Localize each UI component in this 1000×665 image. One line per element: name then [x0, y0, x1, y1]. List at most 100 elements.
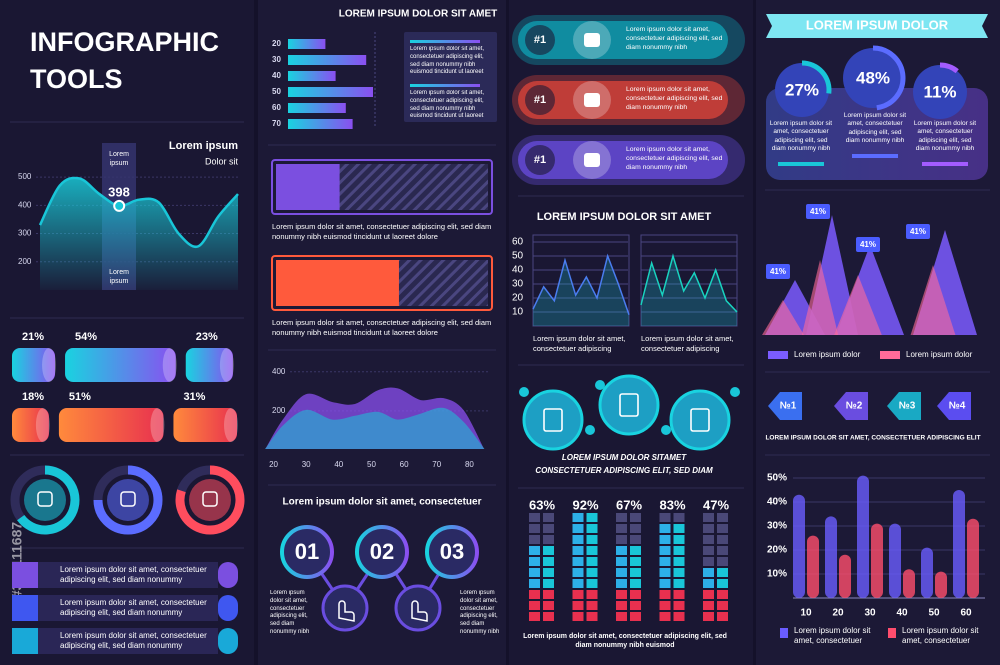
bar	[288, 119, 353, 129]
bar	[288, 103, 346, 113]
meter-cell	[659, 579, 671, 588]
highlight-point	[113, 199, 126, 212]
list-end	[218, 562, 238, 588]
rank-label: #1	[534, 154, 546, 166]
x-tick-label: 20	[269, 460, 278, 469]
meter-cell	[529, 557, 540, 566]
rank-pill-inner	[518, 21, 728, 59]
chart-subtitle: Dolor sit	[205, 156, 239, 166]
bar	[288, 71, 336, 81]
meter-cell	[616, 590, 627, 599]
wave-area	[264, 407, 485, 450]
text-box: Lorem ipsum dolor sit amet, consectetuer…	[460, 590, 499, 635]
list-end	[218, 595, 238, 621]
legend-swatch	[780, 628, 788, 638]
legend-label: Lorem ipsum dolor	[794, 350, 861, 359]
highlight-label: Lorem ipsum	[109, 151, 129, 168]
gauge-arc	[93, 465, 163, 535]
list-text: Lorem ipsum dolor sit amet, consectetuer…	[60, 598, 207, 618]
value-label: 23%	[196, 331, 218, 343]
caption: LOREM IPSUM DOLOR SIT AMET, CONSECTETUER…	[765, 435, 980, 442]
annotation-box	[856, 237, 880, 252]
gauge-arc	[175, 465, 245, 535]
meter-cell	[586, 579, 598, 588]
title: INFOGRAPHIC	[30, 27, 219, 57]
text-box: Lorem ipsum dolor sit amet, consectetuer…	[60, 565, 207, 584]
circle-core	[775, 63, 829, 117]
annotation: 41%	[910, 227, 926, 236]
dot	[595, 380, 605, 390]
meter	[659, 513, 685, 621]
rank-icon-shape	[584, 93, 600, 107]
cylinder-end	[162, 348, 177, 382]
meter-cell	[529, 601, 540, 610]
value-label: 27%	[785, 80, 819, 99]
y-tick-label: 400	[18, 200, 32, 209]
line-area	[533, 256, 629, 326]
note-text: Lorem ipsum dolor sit amet, consectetuer…	[410, 90, 485, 120]
meter-cell	[659, 612, 671, 621]
section-heading: LOREM IPSUM DOLOR	[806, 17, 949, 32]
meter-cell	[616, 524, 627, 533]
y-tick-label: 20%	[767, 545, 787, 556]
step-circle	[280, 525, 334, 579]
meter-cell	[673, 546, 685, 555]
text-box: Lorem ipsum dolor sit amet, consectetuer…	[410, 90, 485, 120]
peak	[910, 265, 956, 335]
bar	[967, 518, 979, 598]
meter-cell	[659, 546, 671, 555]
text-box: Lorem ipsum dolor sit amet, consectetuer…	[533, 334, 626, 353]
meter-cell	[586, 513, 598, 522]
y-tick-label: 20	[512, 293, 524, 304]
badge-label: №3	[899, 401, 916, 412]
gauge-icon	[202, 491, 218, 507]
y-tick-label: 300	[18, 229, 32, 238]
caption: Lorem ipsum dolor sit amet, consectetuer…	[641, 334, 734, 353]
x-tick-label: 60	[960, 608, 972, 619]
meter-cell	[717, 513, 728, 522]
y-tick-label: 200	[18, 257, 32, 266]
bar	[871, 523, 883, 598]
meter-cell	[616, 513, 627, 522]
annotation: 41%	[810, 207, 826, 216]
icon-shape	[690, 408, 710, 432]
note-text: Lorem ipsum dolor sit amet, consectetuer…	[410, 46, 485, 76]
rank-badge	[525, 85, 555, 115]
value-label: 54%	[75, 331, 97, 343]
meter-cell	[717, 568, 728, 577]
section-heading: LOREM IPSUM DOLOR SIT AMET	[537, 211, 712, 223]
icon-ring	[669, 389, 731, 451]
value-label: 47%	[703, 497, 729, 512]
circle-arc	[872, 45, 906, 111]
meter-cell	[673, 568, 685, 577]
bar	[825, 516, 837, 598]
y-tick-label: 40	[512, 265, 524, 276]
meter-cell	[529, 513, 540, 522]
legend-swatch	[888, 628, 896, 638]
peak	[801, 260, 839, 335]
meter-cell	[673, 513, 685, 522]
peak	[762, 300, 804, 335]
meter-cell	[630, 557, 641, 566]
step-label: 03	[440, 539, 464, 564]
rank-pill-inner	[518, 141, 728, 179]
meter-cell	[717, 601, 728, 610]
text-box: Lorem ipsum dolor sit amet, consectetuer…	[626, 26, 722, 51]
value-label: 48%	[856, 68, 890, 87]
category-label: 60	[272, 103, 281, 112]
meter-cell	[586, 535, 598, 544]
text-box: Lorem ipsum dolor sit amet, consectetuer…	[626, 146, 722, 171]
meter	[703, 513, 728, 621]
meter-cell	[572, 513, 584, 522]
text-box: Lorem ipsum dolor sit amet, consectetuer…	[914, 120, 976, 152]
y-tick-label: 30	[512, 279, 524, 290]
x-tick-label: 30	[864, 608, 876, 619]
list-tab	[12, 595, 42, 621]
meter-cell	[659, 601, 671, 610]
meter	[529, 513, 554, 621]
y-tick-label: 10%	[767, 569, 787, 580]
rank-pill-inner	[518, 81, 728, 119]
bar	[889, 523, 901, 598]
meter-cell	[703, 524, 714, 533]
